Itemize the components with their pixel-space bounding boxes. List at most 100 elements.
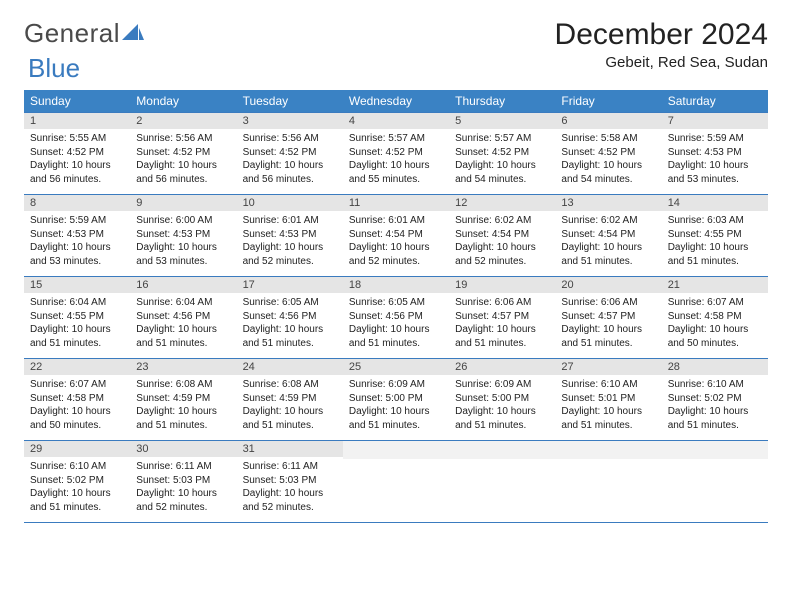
day-text: Sunrise: 6:00 AMSunset: 4:53 PMDaylight:…	[130, 211, 236, 276]
day-text: Sunrise: 6:03 AMSunset: 4:55 PMDaylight:…	[662, 211, 768, 276]
day-number: 6	[555, 113, 661, 129]
day-header: Wednesday	[343, 90, 449, 113]
day-number: 17	[237, 277, 343, 293]
day-number: 15	[24, 277, 130, 293]
day-text: Sunrise: 6:04 AMSunset: 4:56 PMDaylight:…	[130, 293, 236, 358]
day-text: Sunrise: 6:10 AMSunset: 5:02 PMDaylight:…	[662, 375, 768, 440]
day-number	[555, 441, 661, 459]
day-text: Sunrise: 5:58 AMSunset: 4:52 PMDaylight:…	[555, 129, 661, 194]
day-number: 24	[237, 359, 343, 375]
calendar-cell: 13Sunrise: 6:02 AMSunset: 4:54 PMDayligh…	[555, 195, 661, 277]
calendar-cell: 6Sunrise: 5:58 AMSunset: 4:52 PMDaylight…	[555, 113, 661, 195]
day-text: Sunrise: 6:11 AMSunset: 5:03 PMDaylight:…	[237, 457, 343, 522]
day-text: Sunrise: 6:06 AMSunset: 4:57 PMDaylight:…	[449, 293, 555, 358]
calendar-cell: 18Sunrise: 6:05 AMSunset: 4:56 PMDayligh…	[343, 277, 449, 359]
day-number: 26	[449, 359, 555, 375]
calendar-cell: 23Sunrise: 6:08 AMSunset: 4:59 PMDayligh…	[130, 359, 236, 441]
calendar-cell	[662, 441, 768, 523]
calendar-cell: 9Sunrise: 6:00 AMSunset: 4:53 PMDaylight…	[130, 195, 236, 277]
day-number	[662, 441, 768, 459]
day-number: 18	[343, 277, 449, 293]
day-text: Sunrise: 6:01 AMSunset: 4:54 PMDaylight:…	[343, 211, 449, 276]
day-text: Sunrise: 6:02 AMSunset: 4:54 PMDaylight:…	[555, 211, 661, 276]
calendar-week: 29Sunrise: 6:10 AMSunset: 5:02 PMDayligh…	[24, 441, 768, 523]
calendar-body: 1Sunrise: 5:55 AMSunset: 4:52 PMDaylight…	[24, 113, 768, 523]
calendar-cell: 31Sunrise: 6:11 AMSunset: 5:03 PMDayligh…	[237, 441, 343, 523]
day-text: Sunrise: 6:08 AMSunset: 4:59 PMDaylight:…	[237, 375, 343, 440]
day-text: Sunrise: 6:05 AMSunset: 4:56 PMDaylight:…	[343, 293, 449, 358]
calendar-cell: 29Sunrise: 6:10 AMSunset: 5:02 PMDayligh…	[24, 441, 130, 523]
calendar-cell: 5Sunrise: 5:57 AMSunset: 4:52 PMDaylight…	[449, 113, 555, 195]
page-title: December 2024	[555, 18, 768, 52]
day-number: 4	[343, 113, 449, 129]
calendar-cell: 21Sunrise: 6:07 AMSunset: 4:58 PMDayligh…	[662, 277, 768, 359]
calendar-cell: 19Sunrise: 6:06 AMSunset: 4:57 PMDayligh…	[449, 277, 555, 359]
day-header: Saturday	[662, 90, 768, 113]
calendar-cell: 11Sunrise: 6:01 AMSunset: 4:54 PMDayligh…	[343, 195, 449, 277]
day-header: Tuesday	[237, 90, 343, 113]
day-text: Sunrise: 6:06 AMSunset: 4:57 PMDaylight:…	[555, 293, 661, 358]
day-text: Sunrise: 5:56 AMSunset: 4:52 PMDaylight:…	[237, 129, 343, 194]
day-text: Sunrise: 6:05 AMSunset: 4:56 PMDaylight:…	[237, 293, 343, 358]
day-number: 29	[24, 441, 130, 457]
calendar-cell: 24Sunrise: 6:08 AMSunset: 4:59 PMDayligh…	[237, 359, 343, 441]
day-text	[343, 459, 449, 519]
calendar-cell: 10Sunrise: 6:01 AMSunset: 4:53 PMDayligh…	[237, 195, 343, 277]
calendar-cell: 14Sunrise: 6:03 AMSunset: 4:55 PMDayligh…	[662, 195, 768, 277]
day-number: 25	[343, 359, 449, 375]
day-text	[555, 459, 661, 519]
day-number: 8	[24, 195, 130, 211]
day-text: Sunrise: 6:08 AMSunset: 4:59 PMDaylight:…	[130, 375, 236, 440]
day-text: Sunrise: 6:10 AMSunset: 5:01 PMDaylight:…	[555, 375, 661, 440]
calendar-cell: 1Sunrise: 5:55 AMSunset: 4:52 PMDaylight…	[24, 113, 130, 195]
day-text: Sunrise: 6:10 AMSunset: 5:02 PMDaylight:…	[24, 457, 130, 522]
calendar-cell: 16Sunrise: 6:04 AMSunset: 4:56 PMDayligh…	[130, 277, 236, 359]
calendar-cell: 2Sunrise: 5:56 AMSunset: 4:52 PMDaylight…	[130, 113, 236, 195]
day-number: 2	[130, 113, 236, 129]
day-number: 13	[555, 195, 661, 211]
calendar-cell: 15Sunrise: 6:04 AMSunset: 4:55 PMDayligh…	[24, 277, 130, 359]
day-number: 5	[449, 113, 555, 129]
day-text: Sunrise: 6:09 AMSunset: 5:00 PMDaylight:…	[343, 375, 449, 440]
day-header: Thursday	[449, 90, 555, 113]
calendar-cell: 8Sunrise: 5:59 AMSunset: 4:53 PMDaylight…	[24, 195, 130, 277]
day-number: 30	[130, 441, 236, 457]
day-number: 1	[24, 113, 130, 129]
calendar-cell	[449, 441, 555, 523]
day-number: 14	[662, 195, 768, 211]
day-number: 19	[449, 277, 555, 293]
calendar-cell	[555, 441, 661, 523]
brand-part2: Blue	[28, 53, 80, 83]
day-number	[449, 441, 555, 459]
calendar-cell: 7Sunrise: 5:59 AMSunset: 4:53 PMDaylight…	[662, 113, 768, 195]
day-text: Sunrise: 5:56 AMSunset: 4:52 PMDaylight:…	[130, 129, 236, 194]
calendar-head: SundayMondayTuesdayWednesdayThursdayFrid…	[24, 90, 768, 113]
brand-logo: General	[24, 18, 144, 49]
day-text: Sunrise: 6:02 AMSunset: 4:54 PMDaylight:…	[449, 211, 555, 276]
calendar-week: 22Sunrise: 6:07 AMSunset: 4:58 PMDayligh…	[24, 359, 768, 441]
calendar-cell: 27Sunrise: 6:10 AMSunset: 5:01 PMDayligh…	[555, 359, 661, 441]
calendar-week: 8Sunrise: 5:59 AMSunset: 4:53 PMDaylight…	[24, 195, 768, 277]
calendar-week: 1Sunrise: 5:55 AMSunset: 4:52 PMDaylight…	[24, 113, 768, 195]
day-text: Sunrise: 5:59 AMSunset: 4:53 PMDaylight:…	[662, 129, 768, 194]
calendar-cell	[343, 441, 449, 523]
day-number: 12	[449, 195, 555, 211]
calendar-cell: 26Sunrise: 6:09 AMSunset: 5:00 PMDayligh…	[449, 359, 555, 441]
day-number: 31	[237, 441, 343, 457]
day-header: Monday	[130, 90, 236, 113]
day-text	[449, 459, 555, 519]
calendar-cell: 28Sunrise: 6:10 AMSunset: 5:02 PMDayligh…	[662, 359, 768, 441]
day-number	[343, 441, 449, 459]
day-number: 23	[130, 359, 236, 375]
day-number: 27	[555, 359, 661, 375]
day-header: Friday	[555, 90, 661, 113]
day-text: Sunrise: 5:57 AMSunset: 4:52 PMDaylight:…	[343, 129, 449, 194]
calendar-cell: 4Sunrise: 5:57 AMSunset: 4:52 PMDaylight…	[343, 113, 449, 195]
day-number: 11	[343, 195, 449, 211]
day-text: Sunrise: 5:59 AMSunset: 4:53 PMDaylight:…	[24, 211, 130, 276]
calendar-cell: 30Sunrise: 6:11 AMSunset: 5:03 PMDayligh…	[130, 441, 236, 523]
calendar-cell: 20Sunrise: 6:06 AMSunset: 4:57 PMDayligh…	[555, 277, 661, 359]
sail-icon	[122, 24, 144, 42]
day-text: Sunrise: 6:11 AMSunset: 5:03 PMDaylight:…	[130, 457, 236, 522]
day-number: 16	[130, 277, 236, 293]
